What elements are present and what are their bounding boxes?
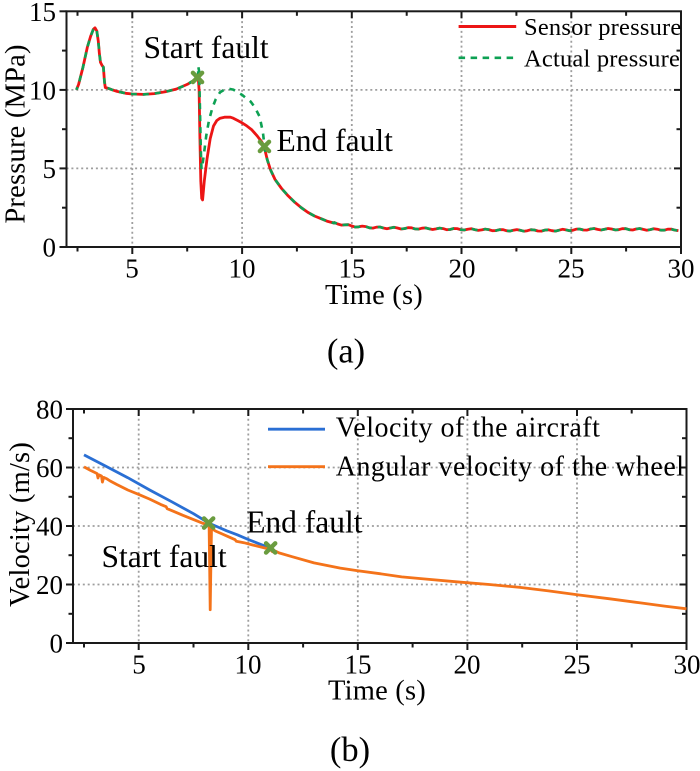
svg-text:15: 15 bbox=[345, 650, 372, 680]
svg-text:Actual pressure: Actual pressure bbox=[524, 45, 680, 72]
svg-text:10: 10 bbox=[229, 254, 256, 284]
svg-text:5: 5 bbox=[43, 154, 57, 184]
svg-text:10: 10 bbox=[235, 650, 262, 680]
svg-text:Time (s): Time (s) bbox=[325, 280, 423, 311]
svg-text:60: 60 bbox=[36, 453, 63, 483]
svg-text:Time (s): Time (s) bbox=[328, 676, 426, 707]
svg-text:5: 5 bbox=[125, 254, 139, 284]
svg-text:25: 25 bbox=[558, 254, 585, 284]
svg-text:30: 30 bbox=[674, 650, 700, 680]
svg-text:15: 15 bbox=[339, 254, 366, 284]
svg-text:40: 40 bbox=[36, 512, 63, 542]
svg-text:15: 15 bbox=[29, 0, 56, 27]
svg-text:20: 20 bbox=[36, 570, 63, 600]
svg-text:(a): (a) bbox=[327, 333, 365, 371]
svg-text:Velocity (m/s): Velocity (m/s) bbox=[5, 442, 36, 607]
svg-text:Velocity of the aircraft: Velocity of the aircraft bbox=[336, 413, 601, 444]
svg-text:25: 25 bbox=[564, 650, 591, 680]
svg-text:10: 10 bbox=[29, 75, 56, 105]
svg-text:End fault: End fault bbox=[277, 123, 394, 158]
svg-text:Sensor pressure: Sensor pressure bbox=[524, 14, 681, 41]
svg-text:Pressure (MPa): Pressure (MPa) bbox=[0, 44, 31, 223]
svg-text:0: 0 bbox=[43, 233, 57, 263]
svg-text:Start fault: Start fault bbox=[144, 30, 269, 65]
svg-text:80: 80 bbox=[36, 395, 63, 425]
svg-text:End fault: End fault bbox=[246, 505, 363, 540]
svg-text:20: 20 bbox=[454, 650, 481, 680]
svg-text:Start fault: Start fault bbox=[102, 539, 227, 574]
svg-text:20: 20 bbox=[449, 254, 476, 284]
svg-text:30: 30 bbox=[668, 254, 695, 284]
svg-text:0: 0 bbox=[50, 629, 64, 659]
svg-text:(b): (b) bbox=[330, 731, 370, 769]
svg-text:5: 5 bbox=[132, 650, 146, 680]
svg-text:Angular velocity of the wheel: Angular velocity of the wheel bbox=[336, 452, 685, 483]
